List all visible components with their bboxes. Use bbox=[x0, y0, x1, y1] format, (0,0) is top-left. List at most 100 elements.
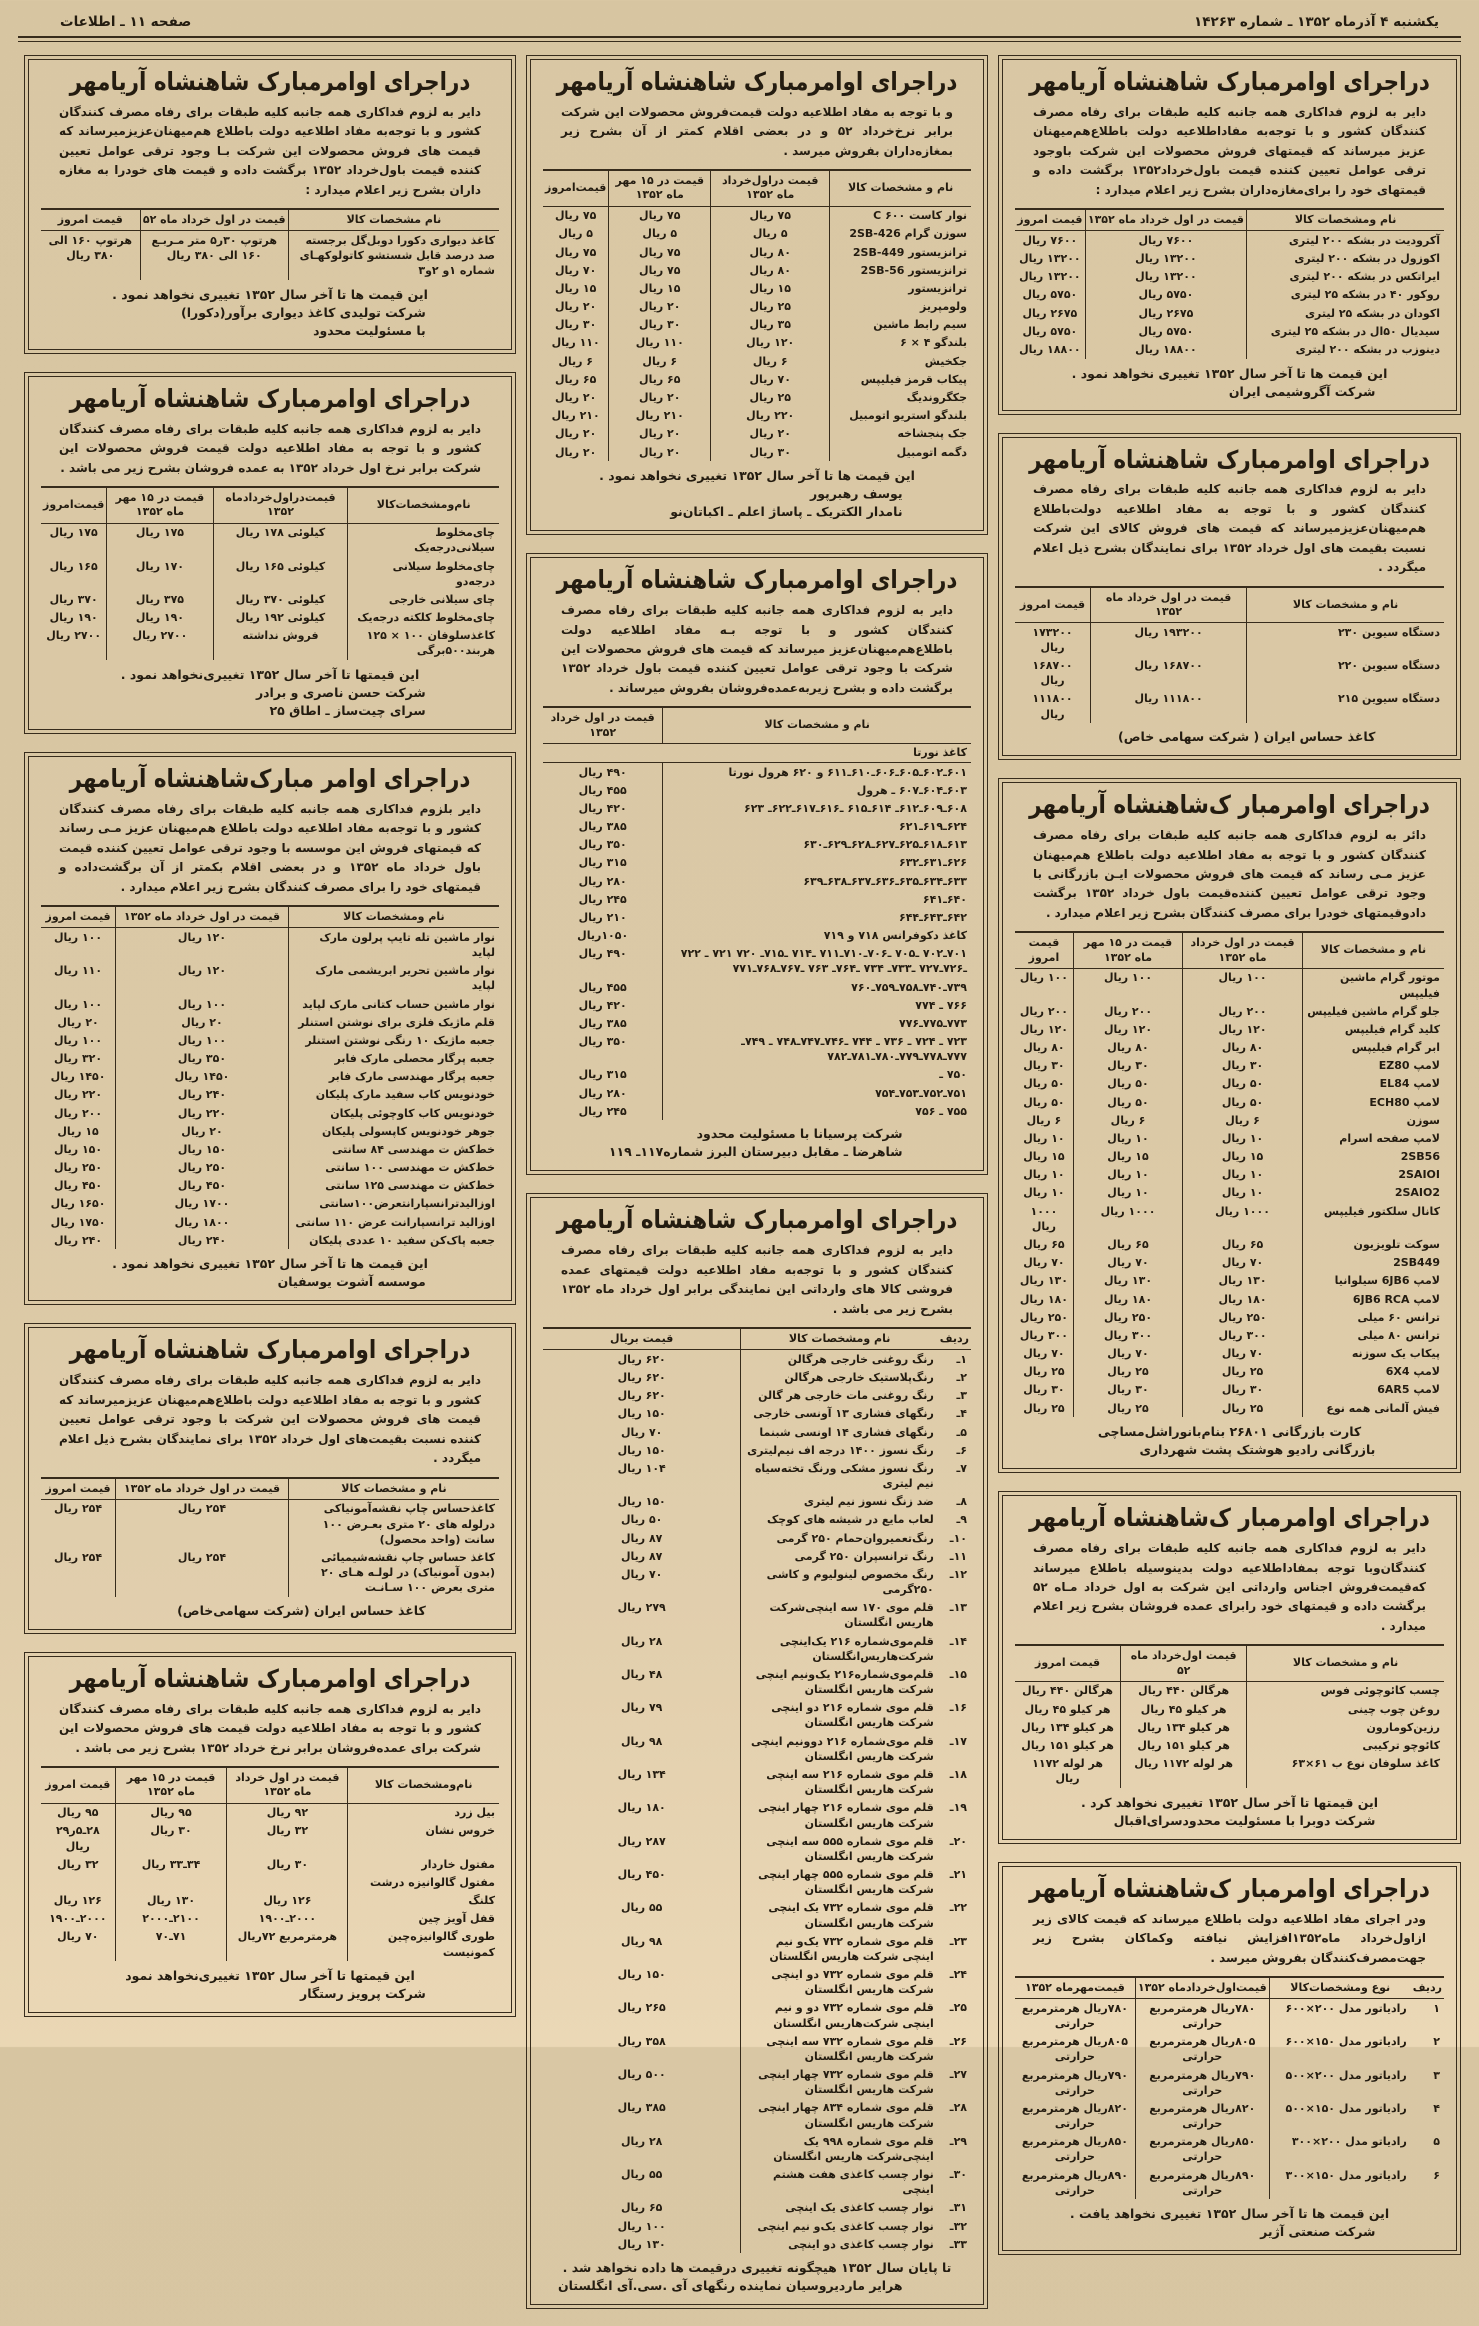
column-header: نام ومشخصات کالا bbox=[740, 1327, 938, 1351]
price-cell: ۸۹۰ریال هرمترمربع حرارتی bbox=[1015, 2166, 1136, 2200]
table-row: جعبه پاک‌کن سفید ۱۰ عددی پلیکان ۲۴۰ ریال ۲… bbox=[41, 1231, 499, 1250]
price-cell: ۷۱ـ۷۰ bbox=[115, 1927, 228, 1962]
item-name: ابر گرام فیلیپس bbox=[1351, 1041, 1440, 1055]
row-number: ۵ـ bbox=[956, 1425, 967, 1439]
signature: شرکت تولیدی کاغذ دیواری برآور(دکورا) bbox=[181, 304, 426, 320]
price-cell: ۱۵ ریال bbox=[543, 279, 610, 298]
table-row: دستگاه سیوین ۲۲۰ ۱۶۸۷۰۰ ریال ۱۶۸۷۰۰ ریال bbox=[1015, 656, 1444, 690]
signature: شرکت دوبرا با مسئولیت محدودسرای‌اقبال bbox=[1113, 1812, 1376, 1828]
table-row: کاغذسلوفان ۱۰۰ × ۱۲۵ هربند۵۰۰برگی فروش ند… bbox=[41, 626, 499, 661]
price-cell: ۳۲ ریال bbox=[226, 1821, 349, 1856]
item-name: بلندگو ۴ × ۶ bbox=[900, 336, 967, 350]
item-name: 2SAIOI bbox=[1398, 1168, 1440, 1182]
table-row: بلندگو ۴ × ۶ ۱۲۰ ریال ۱۱۰ ریال ۱۱۰ ریال bbox=[543, 333, 971, 353]
price-cell: ۳۰ ریال bbox=[1073, 1056, 1184, 1075]
price-cell: ۱۵۰ ریال bbox=[543, 1404, 742, 1424]
column-header: نام مشخصات کالا bbox=[288, 208, 499, 232]
price-cell: ۸۰ ریال bbox=[710, 261, 831, 280]
item-name: جعبه پاک‌کن سفید ۱۰ عددی پلیکان bbox=[309, 1233, 495, 1247]
table-row: ۸ـ ضد زنگ نسوز نیم لیتری ۱۵۰ ریال bbox=[543, 1492, 971, 1511]
price-cell: ۲۱۰ ریال bbox=[608, 406, 712, 425]
item-name: ۶۴۰ـ۶۴۱ bbox=[922, 892, 967, 906]
table-row: لامپ ECH80 ۵۰ ریال ۵۰ ریال ۵۰ ریال bbox=[1015, 1093, 1444, 1112]
item-name: لامپ EL84 bbox=[1379, 1077, 1440, 1091]
column-left: دراجرای اوامرمبارک شاهنشاه آریامهر دایر ب… bbox=[24, 54, 516, 2034]
price-cell: ۱۷۵۰ ریال bbox=[41, 1213, 117, 1232]
price-cell: ۵۰ ریال bbox=[1073, 1074, 1184, 1094]
row-number: ۱۴ـ bbox=[949, 1634, 967, 1648]
table-row: سوزن ۶ ریال ۶ ریال ۶ ریال bbox=[1015, 1111, 1444, 1130]
price-cell: ۱۳۲۰۰ ریال bbox=[1015, 249, 1086, 268]
row-number: ۱۱ـ bbox=[949, 1549, 967, 1563]
price-notice-box: دراجرای اوامرمبار ک‌شاهنشاه آریامهر دایر … bbox=[998, 1491, 1461, 1844]
price-cell: ۷۹۰ریال هرمترمربع حرارتی bbox=[1015, 2066, 1136, 2100]
price-cell: ۳۰۰ ریال bbox=[1073, 1326, 1184, 1345]
price-table: نام و مشخصات کالا قیمت در اول خرداد ماه ۱… bbox=[41, 1476, 499, 1597]
row-number: ۵ bbox=[1433, 2135, 1440, 2149]
price-cell: ۱۱۰ ریال bbox=[543, 333, 610, 353]
table-row: ۷۲۳ ـ ۷۲۴ ـ ۷۳۶ ـ ۷۴۴ ـ۷۴۶ـ۷۴۷ـ۷۴۸ ـ ۷۴۹… bbox=[543, 1032, 971, 1066]
table-row: ۳ رادیاتور مدل ۲۰۰×۵۰۰ ۷۹۰ریال هرمترمربع ح… bbox=[1015, 2066, 1444, 2100]
table-body: بیل زرد ۹۲ ریال ۹۵ ریال ۹۵ ریال خروس نشان ۳۲ … bbox=[41, 1803, 499, 1962]
column-header: قیمت امروز bbox=[41, 1476, 117, 1500]
price-cell: ۲۵ ریال bbox=[1073, 1362, 1184, 1381]
column-header: قیمت در اول خرداد ماه ۱۳۵۲ bbox=[1085, 208, 1248, 232]
price-cell: ۷۰ ریال bbox=[1073, 1253, 1184, 1272]
table-row: ۶۰۸ـ۶۰۹ـ۶۱۲ـ ۶۱۴ـ۶۱۵ ـ۶۱۶ـ۶۱۷ـ۶۲۲ـ ۶۲۳ ۴۲… bbox=[543, 799, 971, 818]
table-header: نام مشخصات کالا قیمت در اول خرداد ماه ۵۲ ق… bbox=[41, 208, 499, 232]
price-cell: ۱۱۰ ریال bbox=[608, 333, 712, 353]
price-cell: ۱۶۵ ریال bbox=[41, 557, 108, 591]
table-row: ۳ـ رنگ روغنی مات خارجی هر گالن ۶۲۰ ریال bbox=[543, 1386, 971, 1405]
row-number: ۲۱ـ bbox=[949, 1868, 967, 1882]
table-row: ۲ـ رنگ‌پلاستیک خارجی هرگالن ۶۲۰ ریال bbox=[543, 1368, 971, 1387]
item-name: رادیاتور مدل ۱۵۰×۶۰۰ bbox=[1285, 2035, 1407, 2049]
price-cell: ۲۸ـ۵ر۲۹ ریال bbox=[41, 1821, 116, 1856]
box-title: دراجرای اوامرمبارک شاهنشاه آریامهر bbox=[69, 67, 471, 97]
masthead-page-label: صفحه ۱۱ ـ اطلاعات bbox=[60, 14, 192, 30]
price-cell: ۲۲۰ ریال bbox=[115, 1104, 289, 1123]
table-row: سوزن گرام 2SB-426 ۵ ریال ۵ ریال ۵ ریال bbox=[543, 224, 971, 244]
price-cell: ۴۵۰ ریال bbox=[543, 1865, 742, 1899]
price-cell: ۲۸ ریال bbox=[543, 2132, 742, 2166]
column-header: قیمت اول‌خرداد ماه ۵۲ bbox=[1120, 1644, 1248, 1682]
item-name: دستگاه سیوین ۲۲۰ bbox=[1337, 659, 1440, 673]
item-name: سوزن bbox=[1406, 1113, 1440, 1127]
price-cell: ۱۷۵ ریال bbox=[41, 523, 108, 557]
column-header: نوع ومشخصات‌کالا bbox=[1269, 1976, 1411, 2000]
table-row: ۲۶ـ قلم موی شماره ۷۳۲ سه اینچی شرکت هاریس… bbox=[543, 2032, 971, 2066]
box-title: دراجرای اوامرمبار ک‌شاهنشاه آریامهر bbox=[1029, 791, 1430, 820]
table-body: آکرودیت در بشکه ۲۰۰ لیتری ۷۶۰۰ ریال ۷۶۰۰ ر… bbox=[1015, 230, 1444, 359]
row-number: ۲۸ـ bbox=[949, 2101, 967, 2115]
price-cell: ۱۰ ریال bbox=[1015, 1183, 1074, 1203]
item-name: نوار ماشین تحریر ابریشمی مارک لپاید bbox=[315, 964, 495, 993]
price-cell: ۱۵ ریال bbox=[1073, 1147, 1184, 1166]
item-name: روکور ۴۰ در بشکه ۲۵ لیتری bbox=[1290, 288, 1440, 302]
price-cell: ۲۰ ریال bbox=[543, 424, 610, 444]
table-row: ۶۲۶ـ۶۳۱ـ۶۳۲ ۳۱۵ ریال bbox=[543, 853, 971, 873]
price-cell: ۷۵ ریال bbox=[710, 206, 831, 225]
column-header: قیمت امروز bbox=[1015, 585, 1092, 624]
item-name: بلندگو استریو اتومبیل bbox=[849, 409, 967, 423]
table-row: ۲۴ـ قلم موی شماره ۷۳۲ دو اینچی شرکت هاریس… bbox=[543, 1965, 971, 1999]
table-row: ۱ رادیاتور مدل ۲۰۰×۶۰۰ ۷۸۰ریال هرمترمربع ح… bbox=[1015, 1998, 1444, 2033]
price-cell: هرمترمربع ۷۲ریال bbox=[226, 1927, 349, 1962]
price-cell: ۲۰۰۰ـ۱۹۰۰ bbox=[41, 1909, 116, 1928]
price-cell: ۱۲۶ ریال bbox=[41, 1891, 116, 1910]
column-header: قیمت امروز bbox=[41, 1766, 116, 1804]
price-cell: ۳۰ ریال bbox=[710, 443, 831, 462]
column-header: نام‌ومشخصات‌کالا bbox=[347, 486, 499, 524]
row-number: ۲۲ـ bbox=[949, 1901, 967, 1915]
price-table: نام و مشخصات کالا قیمت در اول خرداد ۱۳۵۲ ک… bbox=[543, 706, 971, 1121]
table-row: ۶۲۴ـ۶۱۹ـ۶۲۱ ۳۸۵ ریال bbox=[543, 817, 971, 836]
row-number: ۶ـ bbox=[956, 1443, 967, 1457]
price-cell: ۱۲۰ ریال bbox=[1182, 1020, 1303, 1039]
row-number: ۱ bbox=[1433, 2001, 1440, 2015]
header-row: نام مشخصات کالا قیمت در اول خرداد ماه ۵۲ ق… bbox=[41, 208, 499, 232]
price-cell bbox=[115, 1873, 228, 1892]
price-notice-box: دراجرای اوامرمبار ک‌شاهنشاه آریامهر دائر … bbox=[998, 778, 1461, 1474]
item-name: ولومپریز bbox=[920, 300, 967, 314]
box-title: دراجرای اوامرمبارک شاهنشاه آریامهر bbox=[556, 566, 958, 595]
item-name: قلم موی شماره ۲۱۶ چهار اینچی شرکت هاریس … bbox=[758, 1801, 934, 1830]
price-cell: ۱۴۵۰ ریال bbox=[115, 1067, 289, 1086]
column-middle: دراجرای اوامرمبارک شاهنشاه آریامهر و با ت… bbox=[526, 54, 988, 2326]
